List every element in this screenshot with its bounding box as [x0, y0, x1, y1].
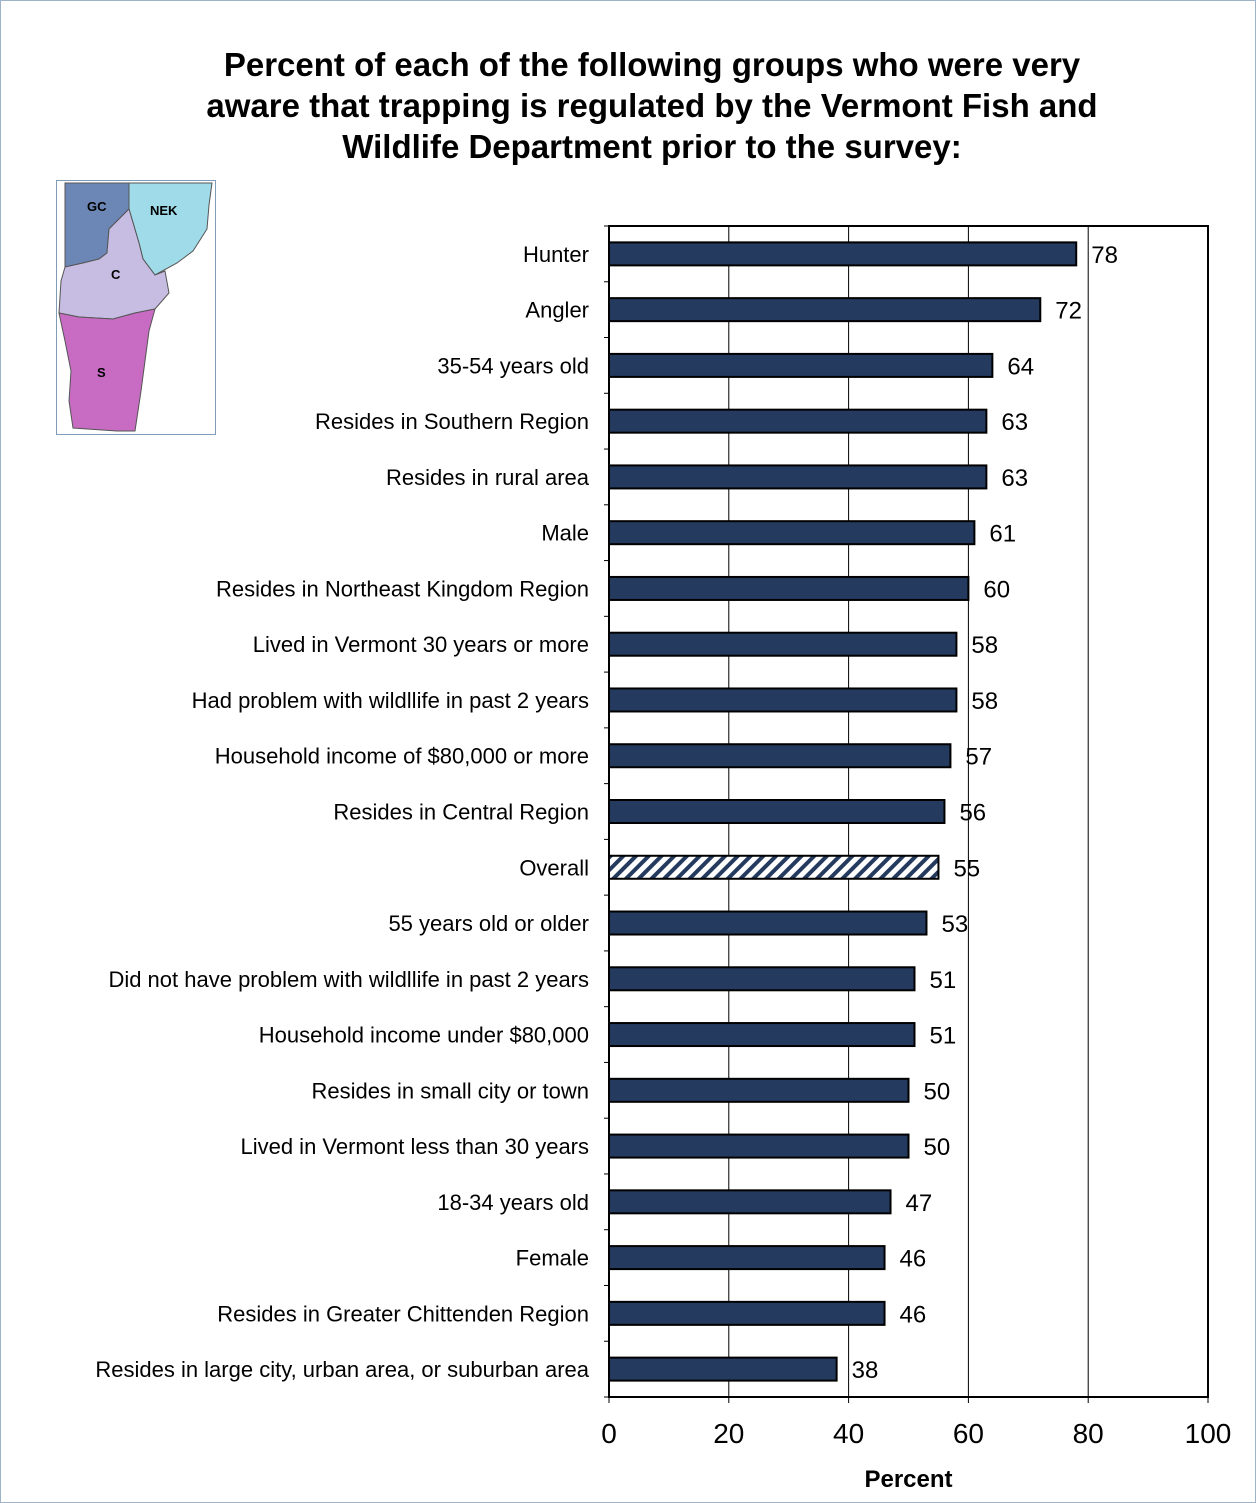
- map-label-nek: NEK: [150, 203, 178, 218]
- vermont-region-map: GC NEK C S: [56, 180, 216, 435]
- x-tick-label: 20: [713, 1418, 744, 1449]
- bar: [608, 687, 958, 713]
- bar: [608, 743, 952, 769]
- bar: [608, 1245, 886, 1271]
- category-label: Angler: [525, 298, 589, 323]
- bar: [608, 1356, 838, 1382]
- category-label: Lived in Vermont 30 years or more: [253, 632, 589, 657]
- category-label: Female: [516, 1246, 589, 1271]
- map-label-gc: GC: [87, 199, 107, 214]
- value-label: 72: [1055, 298, 1082, 325]
- bar: [608, 464, 988, 490]
- map-label-s: S: [97, 365, 106, 380]
- bar: [608, 297, 1042, 323]
- category-label: Resides in rural area: [386, 465, 590, 490]
- value-label: 46: [900, 1246, 927, 1273]
- value-label: 56: [959, 800, 986, 827]
- bar: [608, 352, 994, 378]
- category-label: Household income of $80,000 or more: [215, 744, 589, 769]
- chart-title: Percent of each of the following groups …: [100, 44, 1204, 167]
- map-region-s: [58, 308, 156, 432]
- x-tick-label: 60: [953, 1418, 984, 1449]
- value-label: 78: [1091, 242, 1118, 269]
- category-label: Overall: [519, 855, 589, 880]
- bar: [608, 1300, 886, 1326]
- value-label: 38: [852, 1357, 879, 1384]
- bar: [608, 799, 946, 824]
- category-label: Resides in Southern Region: [315, 409, 589, 434]
- x-tick-label: 100: [1185, 1418, 1232, 1449]
- value-label: 50: [924, 1078, 951, 1105]
- category-label: Resides in Greater Chittenden Region: [217, 1301, 589, 1326]
- value-label: 46: [900, 1301, 927, 1328]
- bar-overall: [608, 854, 940, 880]
- x-tick-label: 40: [833, 1418, 864, 1449]
- bars: [608, 241, 1078, 1382]
- bar: [608, 1077, 910, 1103]
- category-label: Household income under $80,000: [259, 1023, 589, 1048]
- category-label: Had problem with wildllife in past 2 yea…: [192, 688, 589, 713]
- value-label: 64: [1007, 353, 1034, 380]
- bar: [608, 1189, 892, 1215]
- bar: [608, 631, 958, 657]
- category-label: 18-34 years old: [437, 1190, 589, 1215]
- category-label: Resides in large city, urban area, or su…: [95, 1357, 589, 1382]
- category-label: Male: [541, 521, 589, 546]
- value-label: 47: [906, 1190, 933, 1217]
- vermont-map-svg: GC NEK C S: [58, 182, 213, 432]
- map-label-c: C: [111, 267, 121, 282]
- bar: [608, 1022, 916, 1048]
- category-label: Did not have problem with wildllife in p…: [108, 967, 589, 992]
- category-label: Resides in small city or town: [311, 1078, 589, 1103]
- value-label: 58: [971, 688, 998, 715]
- x-axis-title: Percent: [864, 1466, 952, 1493]
- bar: [608, 1133, 910, 1159]
- category-label: 55 years old or older: [388, 911, 589, 936]
- bar: [608, 575, 970, 601]
- x-tick-label: 0: [601, 1418, 617, 1449]
- value-label: 57: [965, 744, 992, 771]
- bar: [608, 408, 988, 434]
- chart-title-line: Wildlife Department prior to the survey:: [342, 128, 962, 165]
- category-label: Resides in Northeast Kingdom Region: [216, 576, 589, 601]
- value-label: 51: [929, 1023, 956, 1050]
- value-label: 53: [941, 911, 968, 938]
- category-label: 35-54 years old: [437, 353, 589, 378]
- value-label: 50: [924, 1134, 951, 1161]
- bar: [608, 241, 1078, 267]
- bar: [608, 520, 976, 546]
- value-label: 58: [971, 632, 998, 659]
- category-label: Resides in Central Region: [333, 800, 589, 825]
- value-label: 63: [1001, 465, 1028, 492]
- value-label: 63: [1001, 409, 1028, 436]
- value-label: 55: [953, 855, 980, 882]
- category-label: Hunter: [523, 242, 589, 267]
- chart-title-line: Percent of each of the following groups …: [223, 46, 1081, 83]
- chart-title-line: aware that trapping is regulated by the …: [206, 87, 1098, 124]
- value-label: 61: [989, 521, 1016, 548]
- value-label: 60: [983, 576, 1010, 603]
- bar: [608, 910, 928, 936]
- labels: 0 20 40 60 80 100 Hunter 78 Angler 72 35-54 years …: [95, 242, 1231, 1449]
- x-tick-label: 80: [1073, 1418, 1104, 1449]
- bar: [608, 966, 916, 992]
- category-label: Lived in Vermont less than 30 years: [240, 1134, 589, 1159]
- value-label: 51: [929, 967, 956, 994]
